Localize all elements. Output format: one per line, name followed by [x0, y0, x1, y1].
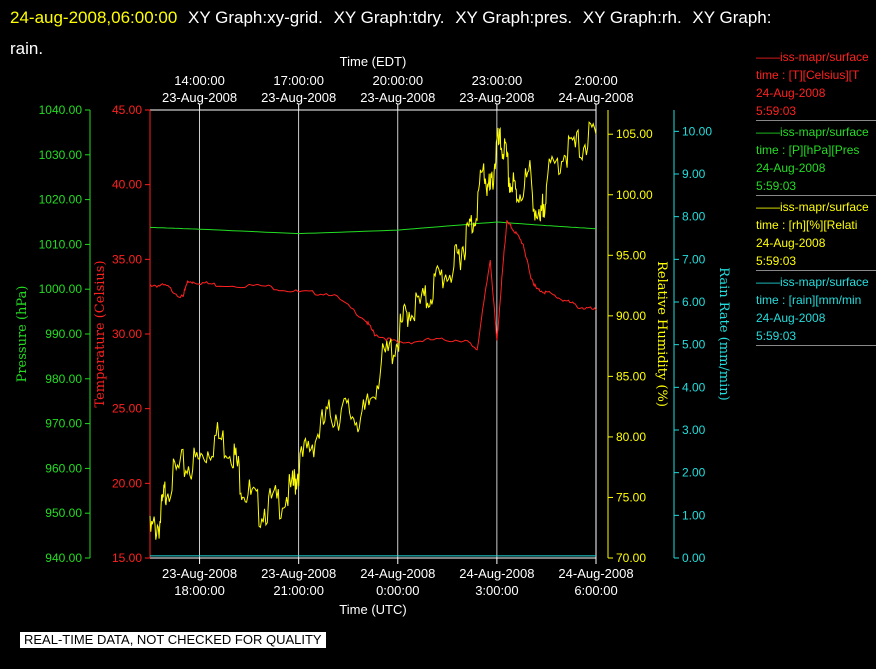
legend-field: time : [T][Celsius][T	[756, 68, 860, 82]
pres-tick-label: 1040.00	[39, 103, 83, 117]
x-top-tick-label-time: 17:00:00	[273, 73, 324, 88]
x-tick-label-date: 24-Aug-2008	[360, 566, 435, 581]
rh-tick-label: 85.00	[616, 369, 646, 383]
rain-tick-label: 6.00	[682, 295, 706, 309]
pres-series-line	[149, 221, 597, 235]
pres-tick-label: 1010.00	[39, 237, 83, 251]
header-graph-5-cont[interactable]: rain.	[10, 39, 44, 58]
header-graph-2[interactable]: XY Graph:tdry.	[333, 8, 445, 27]
legend-time: 5:59:03	[756, 254, 797, 268]
x-top-axis-label: Time (EDT)	[340, 54, 407, 69]
header-timestamp: 24-aug-2008,06:00:00	[10, 8, 178, 27]
x-top-tick-label-time: 2:00:00	[574, 73, 617, 88]
legend-time: 5:59:03	[756, 179, 797, 193]
legend-date: 24-Aug-2008	[756, 236, 826, 250]
x-tick-label-date: 23-Aug-2008	[261, 566, 336, 581]
rh-tick-label: 75.00	[616, 490, 646, 504]
pres-tick-label: 950.00	[45, 506, 82, 520]
x-top-tick-label-date: 24-Aug-2008	[558, 90, 633, 105]
x-top-tick-label-time: 23:00:00	[472, 73, 523, 88]
legend-line: ——iss-mapr/surface	[756, 200, 869, 214]
rain-tick-label: 3.00	[682, 423, 706, 437]
x-top-tick-label-date: 23-Aug-2008	[360, 90, 435, 105]
header-graph-1[interactable]: XY Graph:xy-grid.	[188, 8, 323, 27]
rain-axis-label: Rain Rate (mm/min)	[716, 267, 731, 400]
x-top-tick-label-date: 23-Aug-2008	[459, 90, 534, 105]
legend-item-tdry[interactable]: ——iss-mapr/surface time : [T][Celsius][T…	[756, 48, 876, 121]
rh-tick-label: 80.00	[616, 430, 646, 444]
pres-tick-label: 1030.00	[39, 148, 83, 162]
rain-tick-label: 8.00	[682, 210, 706, 224]
legend-item-rh[interactable]: ——iss-mapr/surface time : [rh][%][Relati…	[756, 198, 876, 271]
header-graph-3[interactable]: XY Graph:pres.	[455, 8, 573, 27]
x-tick-label-time: 18:00:00	[174, 583, 225, 598]
x-top-tick-label-date: 23-Aug-2008	[261, 90, 336, 105]
rain-tick-label: 5.00	[682, 338, 706, 352]
tdry-tick-label: 25.00	[112, 402, 142, 416]
x-bottom-axis-label: Time (UTC)	[339, 602, 406, 617]
legend-line: ——iss-mapr/surface	[756, 50, 869, 64]
legend-field: time : [P][hPa][Pres	[756, 143, 860, 157]
x-tick-label-time: 21:00:00	[273, 583, 324, 598]
rain-tick-label: 10.00	[682, 124, 712, 138]
legend-item-pres[interactable]: ——iss-mapr/surface time : [P][hPa][Pres …	[756, 123, 876, 196]
tdry-tick-label: 35.00	[112, 252, 142, 266]
x-tick-label-time: 6:00:00	[574, 583, 617, 598]
tdry-tick-label: 15.00	[112, 551, 142, 565]
legend-field: time : [rh][%][Relati	[756, 218, 858, 232]
rain-tick-label: 9.00	[682, 167, 706, 181]
header-graph-5[interactable]: XY Graph:	[692, 8, 772, 27]
header: 24-aug-2008,06:00:00 XY Graph:xy-grid. X…	[10, 2, 860, 64]
legend-field: time : [rain][mm/min	[756, 293, 862, 307]
legend: ——iss-mapr/surface time : [T][Celsius][T…	[756, 48, 876, 348]
tdry-tick-label: 30.00	[112, 327, 142, 341]
rh-axis-label: Relative Humidity (%)	[654, 261, 669, 407]
legend-date: 24-Aug-2008	[756, 86, 826, 100]
tdry-axis-label: Temperature (Celsius)	[93, 260, 108, 407]
quality-notice: REAL-TIME DATA, NOT CHECKED FOR QUALITY	[20, 632, 326, 648]
rh-tick-label: 90.00	[616, 309, 646, 323]
rh-tick-label: 70.00	[616, 551, 646, 565]
rain-tick-label: 1.00	[682, 508, 706, 522]
rh-tick-label: 95.00	[616, 248, 646, 262]
x-tick-label-time: 0:00:00	[376, 583, 419, 598]
pres-tick-label: 1020.00	[39, 193, 83, 207]
legend-time: 5:59:03	[756, 329, 797, 343]
x-top-tick-label-date: 23-Aug-2008	[162, 90, 237, 105]
plot-frame	[149, 109, 597, 559]
pres-axis-label: Pressure (hPa)	[15, 286, 30, 383]
tdry-tick-label: 20.00	[112, 476, 142, 490]
legend-line: ——iss-mapr/surface	[756, 125, 869, 139]
rain-tick-label: 0.00	[682, 551, 706, 565]
x-tick-label-date: 23-Aug-2008	[162, 566, 237, 581]
tdry-tick-label: 40.00	[112, 178, 142, 192]
legend-date: 24-Aug-2008	[756, 311, 826, 325]
x-tick-label-date: 24-Aug-2008	[459, 566, 534, 581]
header-graph-4[interactable]: XY Graph:rh.	[582, 8, 682, 27]
legend-time: 5:59:03	[756, 104, 797, 118]
x-tick-label-time: 3:00:00	[475, 583, 518, 598]
tdry-tick-label: 45.00	[112, 103, 142, 117]
pres-tick-label: 960.00	[45, 461, 82, 475]
rain-tick-label: 7.00	[682, 252, 706, 266]
pres-tick-label: 1000.00	[39, 282, 83, 296]
rain-tick-label: 4.00	[682, 380, 706, 394]
rh-tick-label: 100.00	[616, 188, 653, 202]
pres-tick-label: 990.00	[45, 327, 82, 341]
tdry-series-line	[149, 220, 597, 351]
rain-tick-label: 2.00	[682, 466, 706, 480]
legend-date: 24-Aug-2008	[756, 161, 826, 175]
rh-tick-label: 105.00	[616, 127, 653, 141]
rh-series-line	[149, 121, 597, 540]
pres-tick-label: 970.00	[45, 417, 82, 431]
x-top-tick-label-time: 14:00:00	[174, 73, 225, 88]
pres-tick-label: 940.00	[45, 551, 82, 565]
x-tick-label-date: 24-Aug-2008	[558, 566, 633, 581]
x-top-tick-label-time: 20:00:00	[372, 73, 423, 88]
pres-tick-label: 980.00	[45, 372, 82, 386]
legend-line: ——iss-mapr/surface	[756, 275, 869, 289]
legend-item-rain[interactable]: ——iss-mapr/surface time : [rain][mm/min …	[756, 273, 876, 346]
